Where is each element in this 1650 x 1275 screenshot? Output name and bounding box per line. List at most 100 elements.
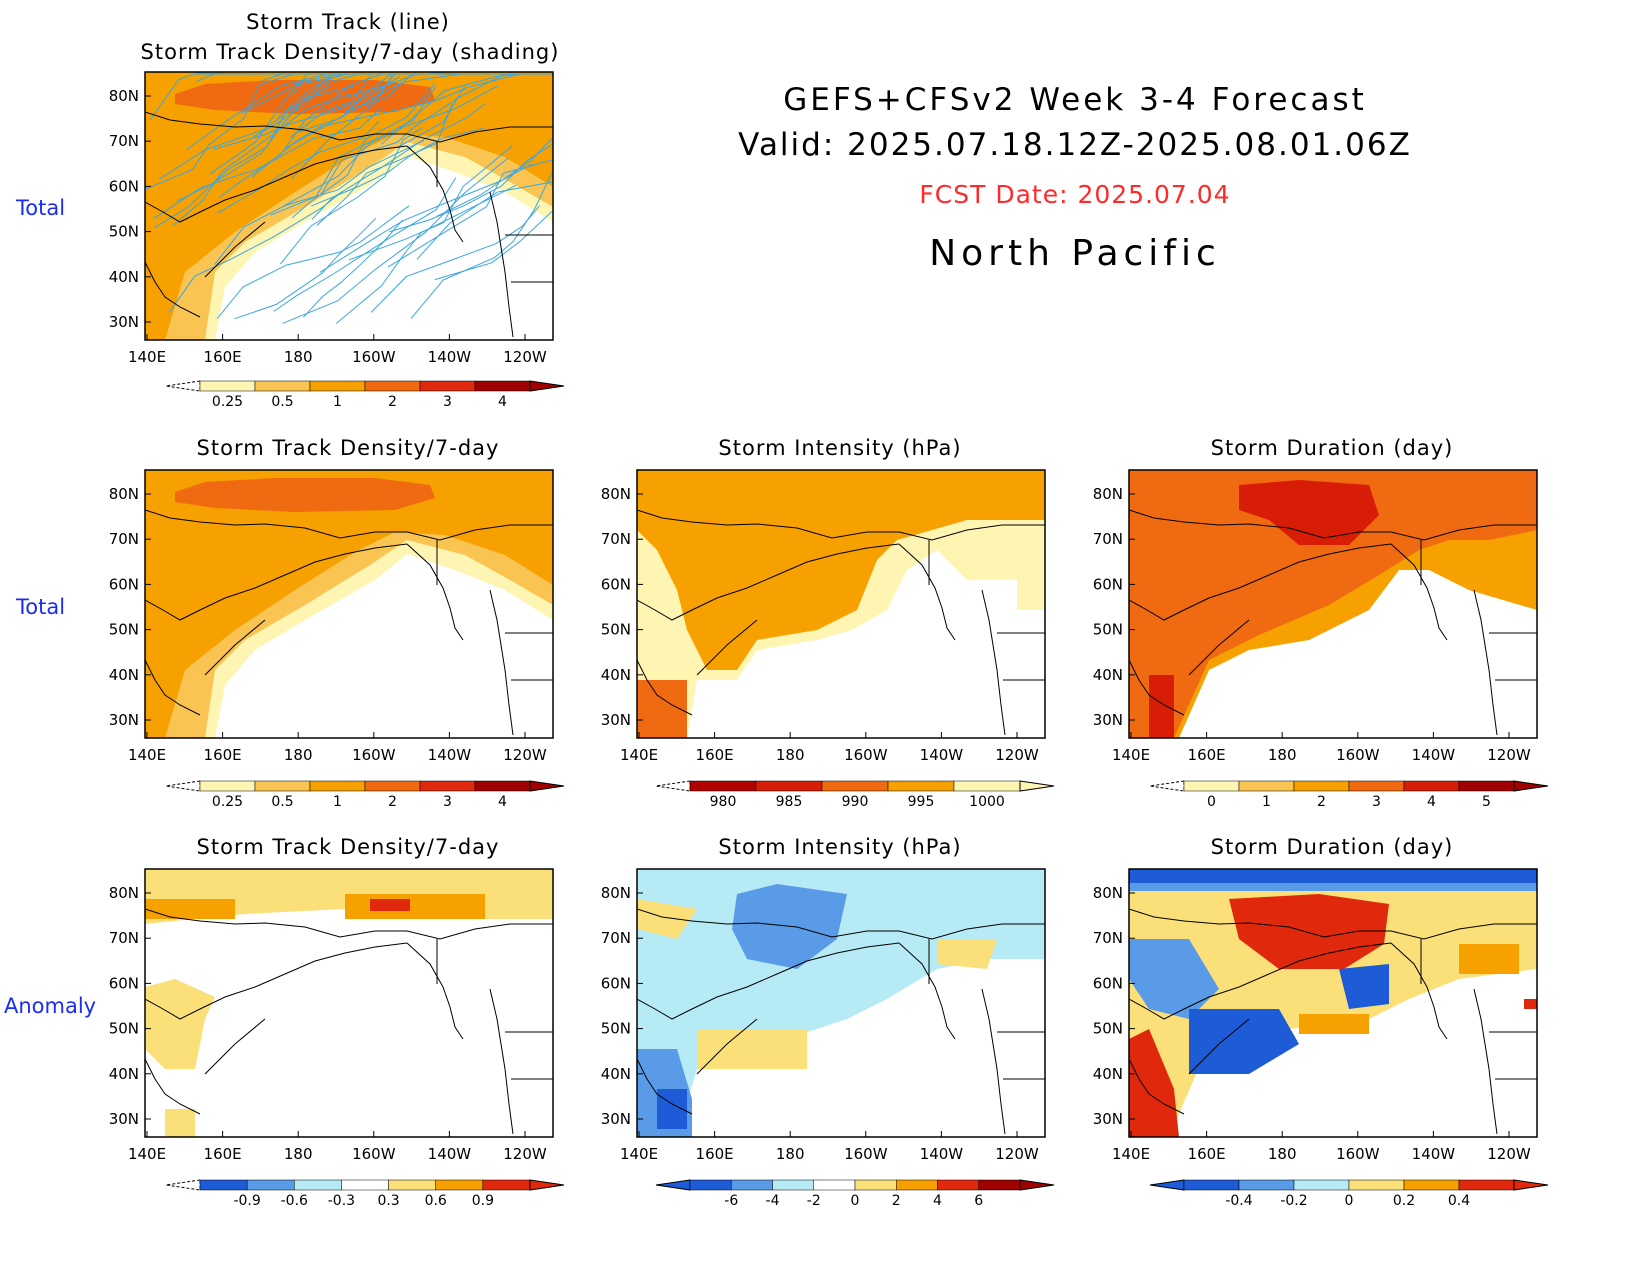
colorbar-label: -0.9 xyxy=(233,1193,260,1209)
storm-track-line xyxy=(335,184,517,324)
colorbar-label: 3 xyxy=(443,794,452,810)
x-tick-label: 180 xyxy=(284,746,313,764)
colorbar-swatch xyxy=(1238,780,1295,792)
density-band xyxy=(175,478,435,512)
anomaly-cell xyxy=(937,939,997,969)
storm-track-line xyxy=(153,84,333,229)
y-tick-label: 40N xyxy=(1093,1065,1123,1083)
coastline xyxy=(1129,1058,1185,1115)
colorbar-swatch xyxy=(309,780,366,792)
y-tick-label: 30N xyxy=(1093,711,1123,729)
anomaly-cell xyxy=(637,899,697,939)
colorbar-label: 4 xyxy=(498,794,507,810)
colorbar-extend-low xyxy=(165,380,201,392)
y-tick-label: 70N xyxy=(109,530,139,548)
x-tick-label: 160E xyxy=(1188,1145,1226,1163)
colorbar-extend-low xyxy=(1149,780,1185,792)
y-tick-label: 50N xyxy=(109,621,139,639)
map-field xyxy=(637,470,1045,738)
storm-track-line xyxy=(303,219,403,318)
x-tick-label: 160W xyxy=(352,1145,396,1163)
colorbar-swatch xyxy=(199,780,256,792)
colorbar-extend-low xyxy=(655,780,691,792)
plot-frame xyxy=(144,469,554,739)
x-tick-label: 120W xyxy=(995,1145,1039,1163)
colorbar-label: 0.6 xyxy=(425,1193,447,1209)
map-field xyxy=(145,869,553,1137)
colorbar-swatch xyxy=(772,1179,814,1191)
colorbar-label: 3 xyxy=(443,394,452,410)
colorbar-swatch xyxy=(1458,1179,1515,1191)
x-tick-label: 140E xyxy=(128,348,166,366)
y-tick-label: 40N xyxy=(1093,666,1123,684)
y-tick-label: 70N xyxy=(109,929,139,947)
plot-frame xyxy=(636,868,1046,1138)
map-field xyxy=(145,72,553,340)
x-tick-label: 160W xyxy=(352,746,396,764)
anomaly-cell xyxy=(1189,1009,1299,1074)
panel-title-density-anomaly: Storm Track Density/7-day xyxy=(196,835,500,859)
coastline xyxy=(637,509,1045,541)
fcst-date: FCST Date: 2025.07.04 xyxy=(919,180,1231,209)
plot-frame xyxy=(1128,868,1538,1138)
colorbar-swatch xyxy=(199,380,256,392)
anomaly-cell xyxy=(1524,999,1537,1009)
density-anomaly-map-panel: 140E 160E 180 160W 140W 120W 80N 70N 60N 50N 40N 30… xyxy=(109,868,554,1163)
storm-track-line xyxy=(280,127,423,265)
colorbar-label: 0.5 xyxy=(271,794,293,810)
y-tick-label: 40N xyxy=(109,1065,139,1083)
colorbar-label: 0.25 xyxy=(212,394,243,410)
duration-anomaly-map-panel: 140E 160E 180 160W 140W 120W 80N 70N 60N 50N 40N 30… xyxy=(1093,868,1538,1163)
coastline xyxy=(1390,942,1448,1040)
x-tick-label: 160E xyxy=(696,1145,734,1163)
x-tick-label: 180 xyxy=(1268,1145,1297,1163)
colorbar-swatch xyxy=(246,1179,295,1191)
colorbar-label: 985 xyxy=(776,794,803,810)
coastline xyxy=(1188,1018,1250,1075)
x-tick-label: 120W xyxy=(995,746,1039,764)
storm-track-line xyxy=(319,163,533,273)
plot-frame xyxy=(636,469,1046,739)
colorbar-label: -0.4 xyxy=(1225,1193,1252,1209)
coastline xyxy=(981,988,1006,1135)
storm-track-line xyxy=(389,143,553,233)
y-tick-label: 80N xyxy=(601,884,631,902)
plot-frame xyxy=(144,868,554,1138)
x-tick-label: 160E xyxy=(204,1145,242,1163)
colorbar-label: 0.2 xyxy=(1393,1193,1415,1209)
x-tick-label: 140E xyxy=(620,746,658,764)
plot-frame xyxy=(1128,469,1538,739)
storm-track-line xyxy=(416,113,553,260)
colorbar-extend-high xyxy=(1019,1179,1055,1191)
colorbar-label: 4 xyxy=(498,394,507,410)
colorbar-label: 1 xyxy=(333,794,342,810)
coastline xyxy=(637,908,1045,940)
x-tick-label: 160E xyxy=(1188,746,1226,764)
y-tick-label: 70N xyxy=(1093,530,1123,548)
coastline xyxy=(898,543,956,641)
panel-title-storm-track-line: Storm Track (line) xyxy=(246,10,450,34)
colorbar-label: 1000 xyxy=(969,794,1005,810)
coastline xyxy=(204,619,266,676)
colorbar-density-anomaly: -0.9 -0.6 -0.3 0.3 0.6 0.9 xyxy=(165,1179,565,1209)
colorbar-swatch xyxy=(474,380,531,392)
colorbar-swatch xyxy=(1293,1179,1350,1191)
colorbar-swatch xyxy=(254,380,311,392)
colorbar-extend-high xyxy=(529,1179,565,1191)
anomaly-cell xyxy=(1229,894,1389,969)
forecast-title: GEFS+CFSv2 Week 3-4 Forecast xyxy=(783,82,1367,118)
colorbar-swatch xyxy=(1183,1179,1240,1191)
coastline xyxy=(1129,942,1392,1020)
colorbar-swatch xyxy=(1238,1179,1295,1191)
colorbar-swatch xyxy=(482,1179,531,1191)
y-tick-label: 80N xyxy=(109,485,139,503)
storm-track-line xyxy=(273,177,457,312)
coastline xyxy=(696,619,758,676)
colorbar-swatch xyxy=(821,780,889,792)
colorbar-swatch xyxy=(689,1179,732,1191)
colorbar-swatch xyxy=(474,780,531,792)
colorbar-swatch xyxy=(364,780,421,792)
y-tick-label: 40N xyxy=(601,666,631,684)
x-tick-label: 160W xyxy=(844,746,888,764)
x-tick-label: 140E xyxy=(1112,746,1150,764)
